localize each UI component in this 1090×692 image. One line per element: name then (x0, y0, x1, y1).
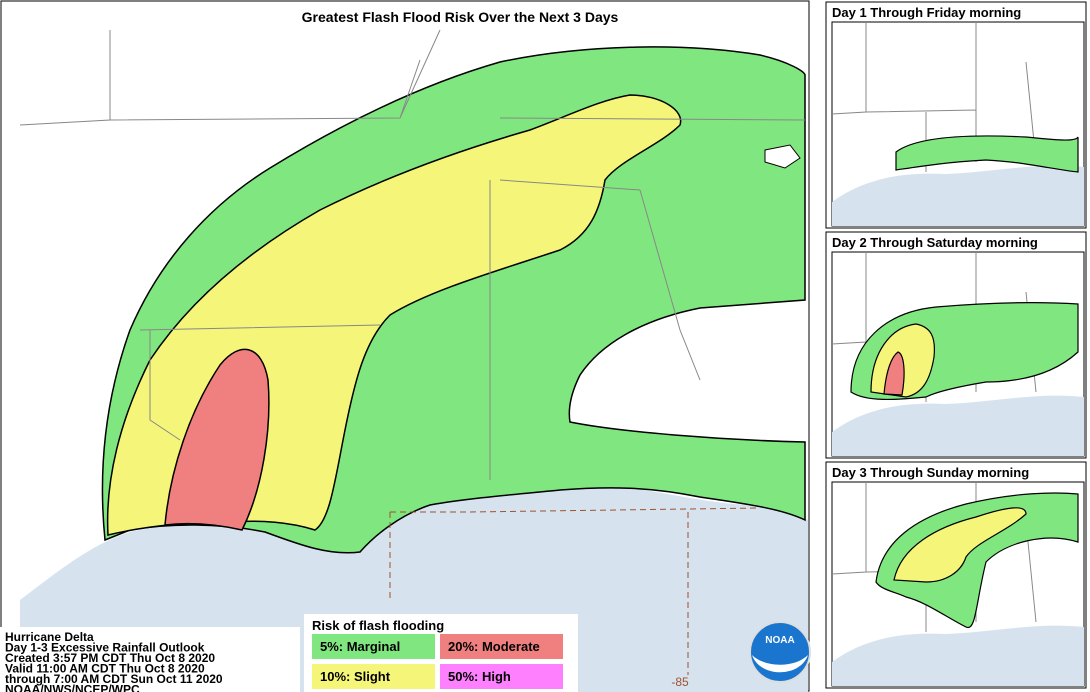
panel: Day 3 Through Sunday morning (825, 461, 1087, 689)
state-borders (19, 29, 806, 480)
info-line: NOAA/NWS/NCEP/WPC (5, 683, 140, 692)
moderate-area (164, 348, 270, 531)
panel-water (832, 395, 1084, 456)
panel-water (832, 625, 1084, 686)
legend-label: 50%: High (448, 669, 511, 684)
legend-label: 20%: Moderate (448, 639, 540, 654)
legend-swatch (312, 664, 435, 689)
info-line: Valid 11:00 AM CDT Thu Oct 8 2020 (5, 662, 205, 676)
info-line: Day 1-3 Excessive Rainfall Outlook (5, 641, 205, 655)
legend-label: 5%: Marginal (320, 639, 400, 654)
panel: Day 2 Through Saturday morning (825, 231, 1087, 459)
info-box (0, 627, 300, 692)
noaa-logo-text: NOAA (765, 635, 794, 646)
noaa-logo (749, 621, 811, 683)
panel-risk-area (883, 351, 905, 396)
info-line: through 7:00 AM CDT Sun Oct 11 2020 (5, 672, 223, 686)
main-map: -85 Greatest Flash Flood Risk Over the N… (0, 0, 811, 692)
panels: Day 1 Through Friday morning Day 2 Throug… (825, 1, 1087, 689)
panel-water (832, 165, 1084, 226)
legend-swatch (312, 634, 435, 659)
panel-title: Day 1 Through Friday morning (832, 5, 1021, 20)
panel-risk-area (875, 492, 1079, 629)
marginal-hole (764, 144, 801, 169)
panel-title: Day 2 Through Saturday morning (832, 235, 1038, 250)
panel-title: Day 3 Through Sunday morning (832, 465, 1029, 480)
longitude-label: -85 (671, 675, 689, 689)
map-title: Greatest Flash Flood Risk Over the Next … (302, 9, 619, 25)
panel: Day 1 Through Friday morning (825, 1, 1087, 229)
lat-lon-lines (389, 507, 761, 675)
info-line: Created 3:57 PM CDT Thu Oct 8 2020 (5, 651, 215, 665)
panel-risk-area (895, 135, 1079, 173)
legend-label: 10%: Slight (320, 669, 391, 684)
panel-borders (831, 22, 1037, 172)
legend-swatch (440, 634, 563, 659)
legend-items: 5%: Marginal 20%: Moderate 10%: Slight 50%:… (312, 634, 563, 689)
legend-title: Risk of flash flooding (312, 618, 444, 633)
info-line: Hurricane Delta (5, 630, 94, 644)
noaa-logo-wave (752, 655, 808, 673)
legend-swatch (440, 664, 563, 689)
panel-risk-area (893, 507, 1027, 583)
